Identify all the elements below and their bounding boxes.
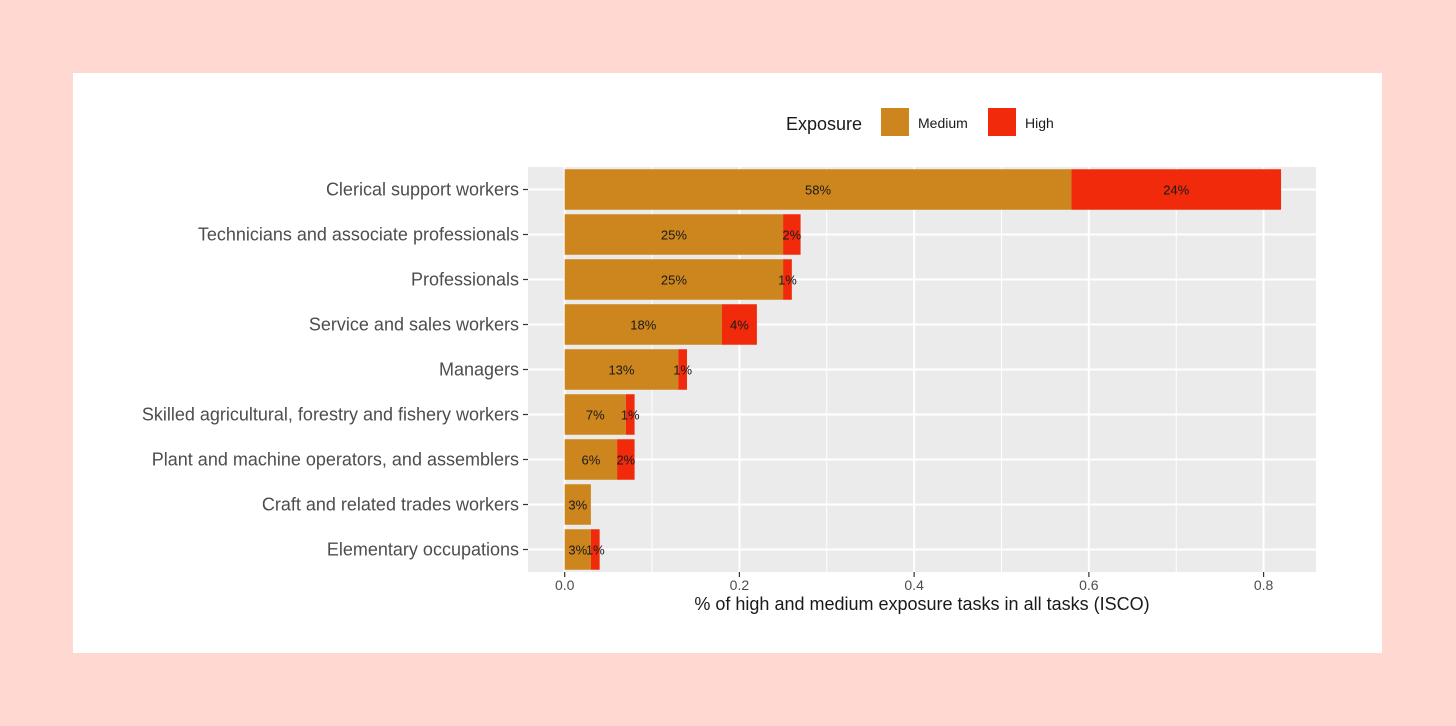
data-label-medium: 3% [568, 543, 587, 558]
data-label-medium: 13% [608, 363, 634, 378]
category-label: Elementary occupations [327, 540, 519, 560]
bar-medium [564, 484, 591, 525]
exposure-bar-chart: Exposure Medium High 58% 24% 25% 2% 25% 1% 18% 4%… [142, 108, 1316, 614]
category-label: Service and sales workers [309, 315, 519, 335]
legend: Exposure Medium High [786, 108, 1054, 136]
x-tick-label: 0.6 [1079, 577, 1099, 593]
x-tick-label: 0.2 [730, 577, 750, 593]
data-label-high: 2% [616, 453, 635, 468]
category-label: Skilled agricultural, forestry and fishe… [142, 405, 519, 425]
legend-swatch [881, 108, 909, 136]
bar-high [783, 214, 801, 255]
bar-medium [564, 439, 618, 480]
data-label-medium: 3% [568, 498, 587, 513]
y-axis: Clerical support workers Technicians and … [142, 180, 528, 560]
bar-high [617, 439, 635, 480]
category-label: Clerical support workers [326, 180, 519, 200]
bars [564, 169, 1282, 570]
x-axis-title: % of high and medium exposure tasks in a… [694, 594, 1149, 614]
bar-high [625, 394, 635, 435]
data-label-medium: 18% [630, 318, 656, 333]
bar-high [1071, 169, 1282, 210]
data-label-high: 24% [1163, 183, 1189, 198]
bar-medium [564, 349, 679, 390]
category-label: Professionals [411, 270, 519, 290]
data-label-medium: 25% [661, 273, 687, 288]
legend-label: High [1025, 115, 1054, 131]
x-axis: 0.0 0.2 0.4 0.6 0.8 [555, 572, 1274, 593]
data-label-medium: 7% [586, 408, 605, 423]
bar-high [721, 304, 757, 345]
data-labels: 58% 24%25% 2%25% 1%18% 4%13% 1%7% 1%6% 2%3%3%1% [568, 183, 1189, 558]
bar-medium [564, 529, 591, 570]
data-label-high: 1% [673, 363, 692, 378]
bar-high [783, 259, 792, 300]
x-tick-label: 0.8 [1254, 577, 1274, 593]
bar-high [590, 529, 600, 570]
data-label-high: 1% [621, 408, 640, 423]
legend-title: Exposure [786, 114, 862, 134]
legend-swatch [988, 108, 1016, 136]
data-label-medium: 6% [582, 453, 601, 468]
category-label: Plant and machine operators, and assembl… [152, 450, 519, 470]
data-label-high: 4% [730, 318, 749, 333]
category-label: Managers [439, 360, 519, 380]
bar-medium [564, 169, 1072, 210]
data-label-high: 1% [778, 273, 797, 288]
bar-medium [564, 214, 784, 255]
bar-medium [564, 394, 626, 435]
bar-medium [564, 304, 722, 345]
bar-high [678, 349, 687, 390]
data-label-medium: 58% [805, 183, 831, 198]
legend-label: Medium [918, 115, 968, 131]
x-tick-label: 0.4 [904, 577, 924, 593]
data-label-medium: 25% [661, 228, 687, 243]
bar-medium [564, 259, 784, 300]
chart-card: Exposure Medium High 58% 24% 25% 2% 25% 1% 18% 4%… [73, 73, 1382, 653]
data-label-high: 1% [586, 543, 605, 558]
category-label: Technicians and associate professionals [198, 225, 519, 245]
x-tick-label: 0.0 [555, 577, 575, 593]
data-label-high: 2% [782, 228, 801, 243]
category-label: Craft and related trades workers [262, 495, 519, 515]
